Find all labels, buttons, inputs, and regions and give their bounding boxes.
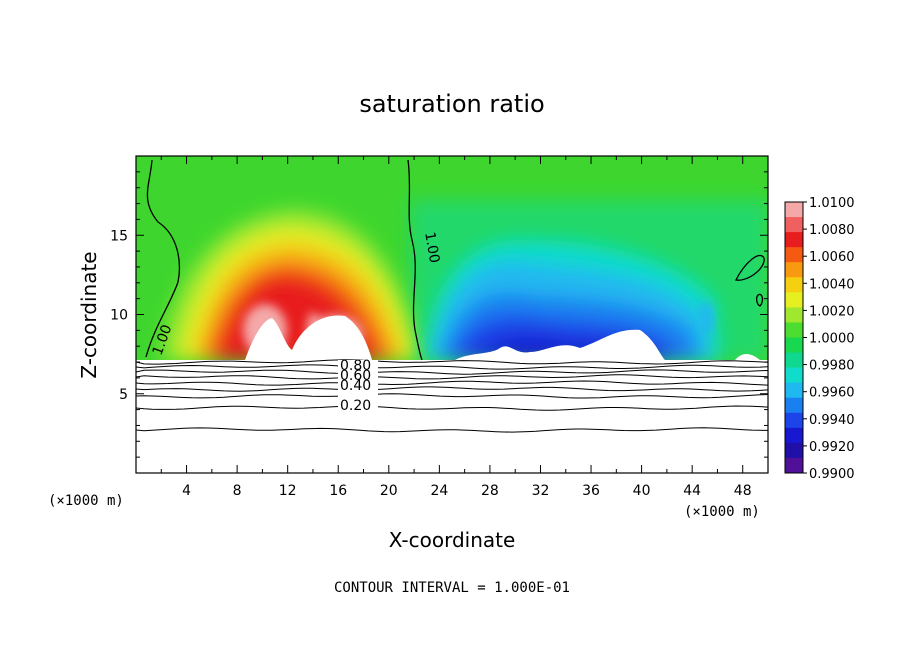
contour-line-lower [136, 386, 768, 392]
colorbar-segment [785, 412, 803, 429]
x-tick-label: 16 [329, 483, 347, 499]
colorbar-segment [785, 457, 803, 474]
colorbar-segment [785, 382, 803, 399]
contour-line-lower [136, 359, 768, 365]
contour-line-lower [136, 380, 768, 386]
cool-region [425, 239, 720, 360]
contour-line-lower [136, 369, 768, 375]
x-tick-label: 44 [683, 483, 701, 499]
contour-closed-right [735, 254, 765, 281]
y-tick-label: 5 [119, 387, 128, 403]
colorbar-label: 1.0000 [809, 332, 855, 347]
contour-line-lower [136, 393, 768, 399]
x-tick-label: 32 [532, 483, 550, 499]
colorbar-label: 0.9980 [809, 359, 855, 374]
colorbar-label: 0.9900 [809, 467, 855, 482]
colorbar-label: 1.0080 [809, 223, 855, 238]
contour-line-lower [136, 405, 768, 411]
contour-line-lower [136, 427, 768, 433]
colorbar-label: 0.9940 [809, 413, 855, 428]
colorbar-label: 1.0100 [809, 196, 855, 211]
plot-field [136, 156, 768, 473]
contour-label-6: 0.20 [340, 398, 371, 414]
chart-title: saturation ratio [359, 90, 544, 118]
horizontal-contours [136, 359, 768, 433]
contour-label-2: 1.00 [421, 231, 442, 264]
colorbar-label: 0.9960 [809, 386, 855, 401]
x-tick-label: 12 [279, 483, 297, 499]
x-tick-label: 4 [182, 483, 191, 499]
colorbar: 1.0100 1.0080 1.0060 1.0040 1.0020 1.0000 0.99… [784, 196, 855, 482]
x-unit-left: (×1000 m) [48, 493, 124, 509]
x-axis: 4 8 12 16 20 24 28 32 36 40 44 48 [160, 156, 752, 499]
contour-line-mid [407, 159, 423, 361]
white-region-right [455, 329, 665, 360]
y-tick-label: 15 [110, 228, 128, 244]
colorbar-segment [785, 397, 803, 414]
contour-interval-note: CONTOUR INTERVAL = 1.000E-01 [334, 580, 570, 596]
x-tick-label: 24 [430, 483, 448, 499]
cool-blob [698, 302, 714, 334]
y-tick-label: 10 [110, 308, 128, 324]
x-axis-label: X-coordinate [389, 528, 516, 552]
contour-label-3: 0.80 [340, 358, 371, 374]
contour-line-left [145, 159, 181, 358]
colorbar-label: 1.0060 [809, 250, 855, 265]
contour-line-lower [136, 364, 768, 370]
x-tick-label: 8 [233, 483, 242, 499]
colorbar-segment [785, 277, 803, 293]
colorbar-segment [785, 337, 803, 354]
colorbar-segment [785, 217, 803, 233]
colorbar-segment [785, 367, 803, 384]
x-tick-label: 36 [582, 483, 600, 499]
contour-label-bg-2 [338, 397, 378, 411]
x-unit-right: (×1000 m) [684, 504, 760, 520]
colorbar-segment [785, 442, 803, 459]
x-tick-label: 48 [734, 483, 752, 499]
colorbar-segment [785, 202, 803, 218]
colorbar-segment [785, 292, 803, 308]
colorbar-segment [785, 352, 803, 369]
colorbar-segment [785, 322, 803, 338]
x-tick-label: 40 [633, 483, 651, 499]
white-region-left [245, 315, 372, 360]
x-tick-label: 20 [380, 483, 398, 499]
y-axis: 5 10 15 [110, 171, 768, 458]
contour-closed-small [756, 293, 764, 307]
colorbar-segment [785, 427, 803, 444]
colorbar-segment [785, 262, 803, 278]
y-axis-label: Z-coordinate [77, 251, 101, 378]
colorbar-segment [785, 307, 803, 323]
contour-label-4: 0.60 [340, 368, 371, 384]
white-region-edge [735, 354, 760, 360]
colorbar-label: 1.0040 [809, 277, 855, 292]
contour-label-5: 0.40 [340, 378, 371, 394]
colorbar-label: 0.9920 [809, 440, 855, 455]
colorbar-label: 1.0020 [809, 304, 855, 319]
lower-zone [136, 360, 768, 473]
colorbar-segment [785, 232, 803, 248]
x-tick-label: 28 [481, 483, 499, 499]
contour-line-lower [136, 374, 768, 380]
colorbar-segment [785, 247, 803, 263]
